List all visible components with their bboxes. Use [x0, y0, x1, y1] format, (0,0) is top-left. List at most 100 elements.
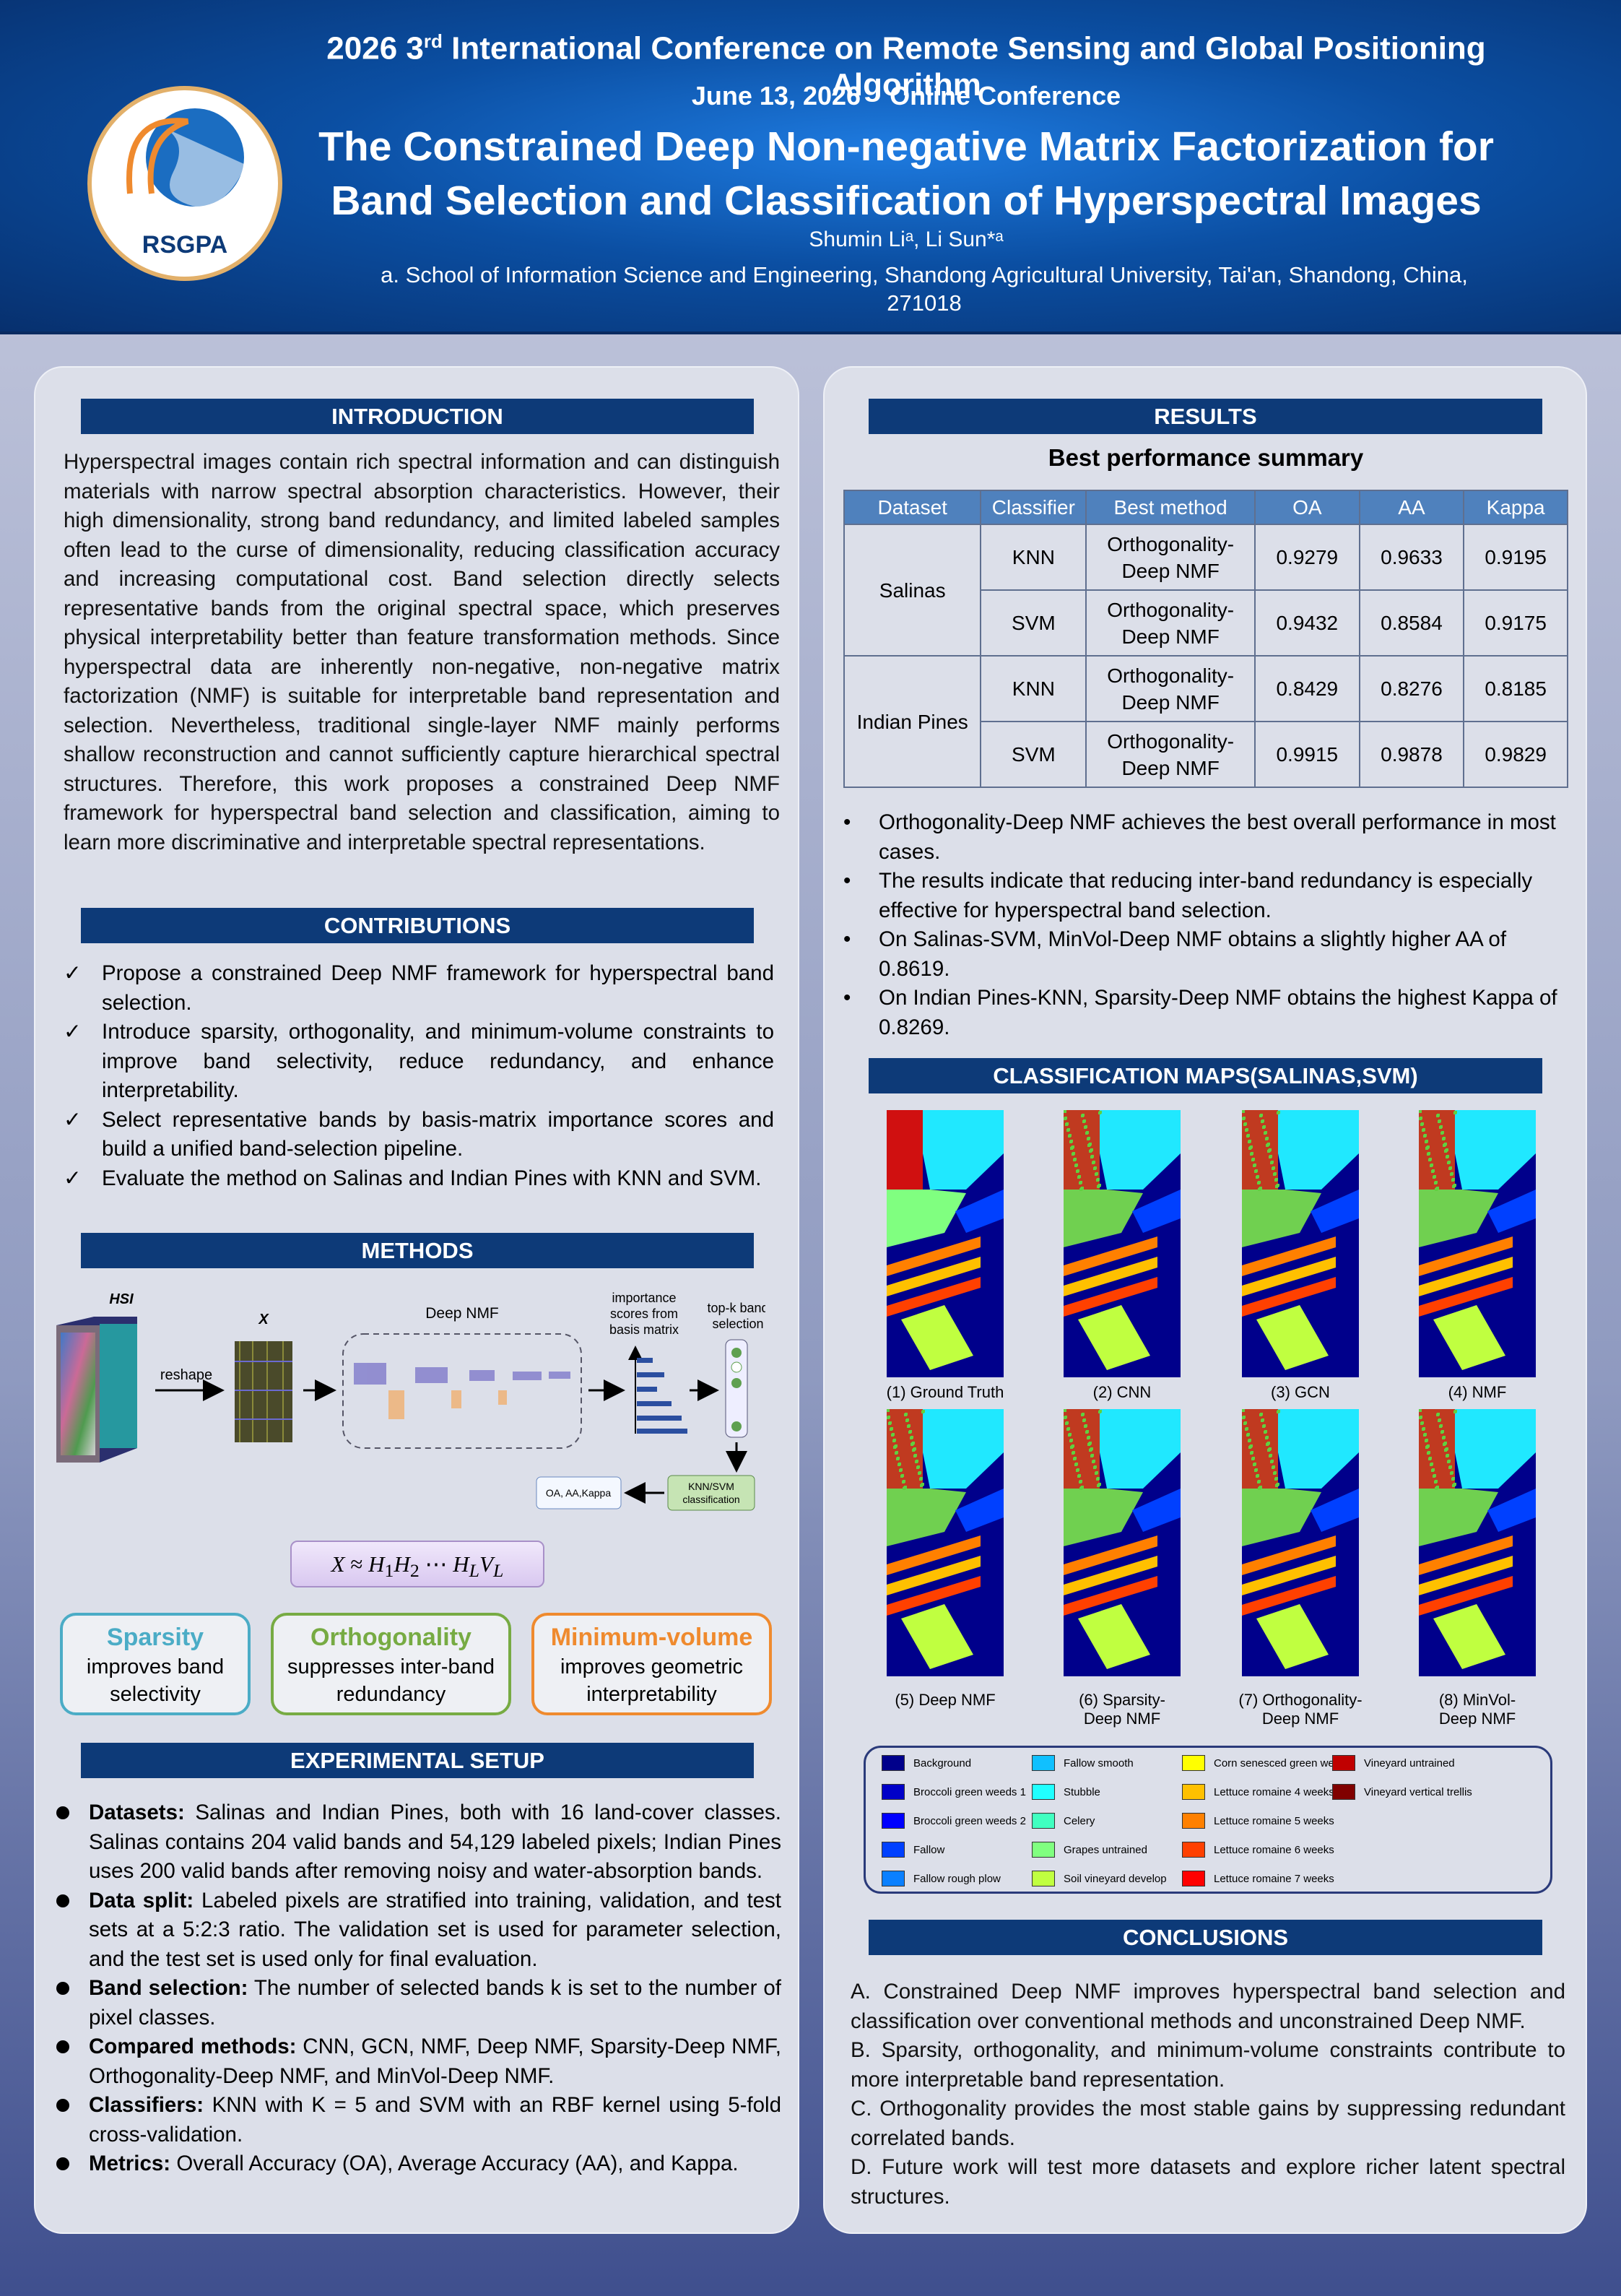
map-noise	[1098, 1112, 1101, 1114]
map-region	[1132, 1190, 1181, 1233]
setup-text: Labeled pixels are stratified into train…	[89, 1888, 781, 1971]
map-noise	[921, 1411, 924, 1413]
map-noise	[1068, 1434, 1071, 1437]
map-noise	[1452, 1185, 1455, 1188]
map-noise	[918, 1472, 921, 1475]
map-noise	[1065, 1422, 1068, 1425]
map-region	[1064, 1110, 1100, 1190]
title: The Constrained Deep Non-negative Matrix…	[278, 120, 1534, 228]
map-caption-line: (7) Orthogonality-	[1238, 1691, 1363, 1709]
map-noise	[1267, 1150, 1270, 1153]
map-noise	[1435, 1487, 1438, 1490]
classification-map	[1419, 1110, 1536, 1377]
map-noise	[1073, 1457, 1076, 1460]
map-noise	[903, 1487, 905, 1490]
map-region	[1256, 1305, 1329, 1370]
map-region	[887, 1556, 981, 1595]
constraint-box: Sparsity improves band selectivity	[60, 1613, 251, 1715]
map-noise	[1431, 1469, 1434, 1472]
map-noise	[1079, 1188, 1082, 1191]
map-noise	[1446, 1455, 1448, 1457]
diagram-label-line: importance	[612, 1291, 676, 1305]
map-region	[1311, 1190, 1359, 1233]
legend-item: Corn senesced green weeds	[1182, 1755, 1352, 1771]
intro-text: Hyperspectral images contain rich spectr…	[64, 450, 780, 854]
section-heading: METHODS	[81, 1233, 754, 1268]
constraint-box: Orthogonality suppresses inter-band redund…	[271, 1613, 511, 1715]
formula-token: H	[453, 1551, 469, 1577]
map-noise	[1274, 1179, 1277, 1182]
classification-map	[1064, 1409, 1181, 1676]
map-noise	[1275, 1484, 1278, 1487]
legend-label: Fallow smooth	[1064, 1756, 1134, 1769]
map-region	[955, 1190, 1004, 1233]
legend-label: Broccoli green weeds 2	[913, 1814, 1026, 1827]
map-noise	[1453, 1112, 1456, 1114]
formula-token: L	[492, 1560, 504, 1582]
map-region	[887, 1110, 923, 1190]
map-noise	[1436, 1114, 1439, 1117]
map-noise	[1419, 1117, 1422, 1120]
map-noise	[1248, 1439, 1251, 1442]
map-noise	[1266, 1144, 1269, 1147]
legend-swatch	[1032, 1755, 1055, 1771]
map-region	[1242, 1489, 1321, 1546]
conclusion-item: B. Sparsity, orthogonality, and minimum-…	[851, 2038, 1565, 2092]
result-bullet: On Indian Pines-KNN, Sparsity-Deep NMF o…	[843, 984, 1565, 1042]
table-row: SVM Orthogonality-Deep NMF 0.9432 0.8584 0.9…	[844, 589, 1568, 657]
map-noise	[1069, 1140, 1072, 1143]
classification-map	[887, 1409, 1004, 1676]
map-noise	[1254, 1170, 1257, 1173]
legend-label: Fallow rough plow	[913, 1872, 1001, 1885]
map-noise	[1262, 1126, 1265, 1129]
map-region	[1242, 1110, 1278, 1190]
date-line: June 13, 2026 Online Conference	[278, 81, 1534, 111]
map-noise	[1273, 1472, 1276, 1475]
map-noise	[904, 1413, 907, 1416]
map-noise	[1435, 1188, 1438, 1191]
map-noise	[1251, 1158, 1254, 1161]
map-noise	[1246, 1135, 1249, 1138]
map-noise	[1097, 1484, 1100, 1487]
table-title: Best performance summary	[1048, 444, 1364, 471]
map-noise	[1084, 1425, 1087, 1428]
map-region	[1132, 1489, 1181, 1532]
map-noise	[1076, 1170, 1079, 1173]
map-region	[1100, 1409, 1181, 1489]
map-region	[923, 1409, 1004, 1489]
constraint-desc: suppresses inter-band	[287, 1655, 495, 1678]
map-noise	[1082, 1419, 1085, 1422]
legend-item: Fallow smooth	[1032, 1755, 1134, 1771]
formula-token: 2	[409, 1560, 420, 1582]
map-noise	[1428, 1457, 1431, 1460]
map-region	[955, 1489, 1004, 1532]
map-region	[1487, 1190, 1536, 1233]
table-header: AA	[1358, 490, 1465, 525]
constraint-desc: improves geometric	[560, 1655, 744, 1678]
section-heading: CLASSIFICATION MAPS(SALINAS,SVM)	[869, 1058, 1542, 1093]
map-noise	[887, 1409, 890, 1412]
legend-swatch	[882, 1784, 905, 1800]
map-noise	[1448, 1466, 1451, 1469]
formula-token: 1	[384, 1560, 394, 1582]
map-noise	[1277, 1411, 1279, 1413]
table-row: Indian Pines KNN Orthogonality-Deep NMF 0.8…	[843, 655, 1568, 788]
date: June 13, 2026	[691, 81, 861, 111]
map-noise	[1274, 1478, 1277, 1481]
constraint-name: Sparsity	[106, 1624, 204, 1651]
map-region	[887, 1535, 981, 1575]
table-cell: 0.9175	[1463, 589, 1568, 657]
map-caption: (7) Orthogonality- Deep NMF	[1210, 1691, 1391, 1728]
map-region	[1311, 1489, 1359, 1532]
map-noise	[1422, 1129, 1425, 1132]
legend-label: Lettuce romaine 5 weeks	[1214, 1814, 1334, 1827]
section-heading: EXPERIMENTAL SETUP	[81, 1743, 754, 1778]
diagram-label: top-k band selection	[707, 1301, 765, 1331]
setup-label: Datasets:	[89, 1801, 185, 1824]
map-region	[1064, 1556, 1157, 1595]
map-region	[1278, 1110, 1359, 1190]
map-noise	[912, 1449, 915, 1452]
map-noise	[1430, 1164, 1433, 1167]
map-noise	[1064, 1117, 1066, 1120]
legend-item: Lettuce romaine 7 weeks	[1182, 1871, 1334, 1886]
